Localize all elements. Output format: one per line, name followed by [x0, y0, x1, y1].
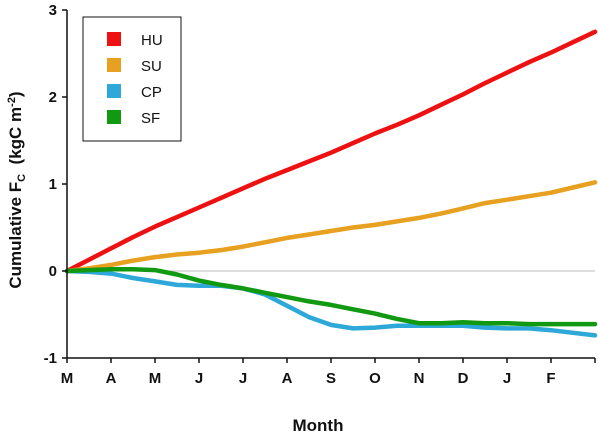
y-tick-label: 3 [49, 2, 57, 19]
x-tick-label: A [106, 370, 117, 387]
legend-swatch-cp [107, 84, 121, 98]
y-tick-label: 2 [49, 89, 57, 106]
y-tick-label: 1 [49, 176, 57, 193]
legend-label-su: SU [141, 58, 162, 75]
y-axis-title-main: Cumulative F [6, 182, 25, 289]
x-tick-label: J [239, 370, 247, 387]
series-line-cp [64, 268, 598, 338]
y-tick-label: -1 [44, 350, 57, 367]
x-tick-label: S [326, 370, 336, 387]
y-axis-title-subscript: C [16, 174, 28, 182]
series-line-hu [64, 29, 598, 274]
y-axis-title-superscript: -2 [6, 97, 18, 107]
legend-label-hu: HU [141, 32, 163, 49]
x-tick-label: F [546, 370, 555, 387]
y-axis-title: Cumulative FC (kgC m-2) [6, 91, 28, 288]
x-axis-title: Month [293, 416, 344, 435]
y-axis-title-close: ) [6, 91, 25, 97]
x-tick-label: M [61, 370, 74, 387]
y-tick-label: 0 [49, 263, 57, 280]
legend: HU SU CP SF [82, 16, 182, 142]
series-line-su [64, 180, 598, 274]
x-tick-label: J [195, 370, 203, 387]
x-tick-label: A [282, 370, 293, 387]
x-tick-label: D [458, 370, 469, 387]
legend-swatch-hu [107, 32, 121, 46]
legend-swatch-su [107, 58, 121, 72]
series-layer [64, 29, 598, 338]
legend-box [82, 16, 182, 142]
series-line-sf [64, 267, 598, 327]
x-tick-label: J [503, 370, 511, 387]
legend-label-sf: SF [141, 110, 160, 127]
legend-swatch-sf [107, 110, 121, 124]
legend-label-cp: CP [141, 84, 162, 101]
y-axis-title-unit: (kgC m [6, 107, 25, 174]
x-tick-label: N [414, 370, 425, 387]
x-tick-label: M [149, 370, 162, 387]
x-tick-label: O [369, 370, 381, 387]
